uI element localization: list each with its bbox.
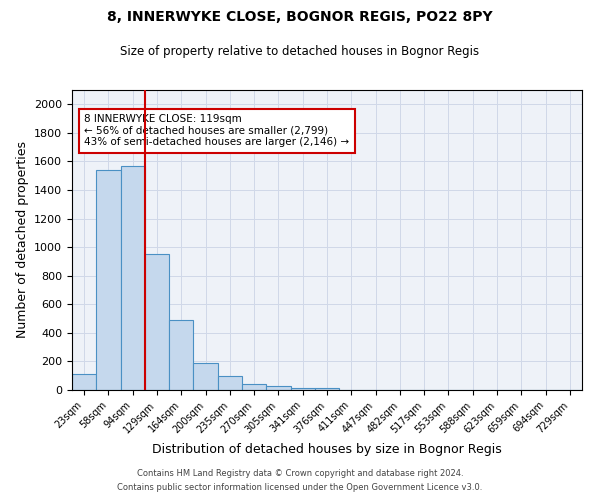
Bar bbox=[145, 254, 169, 390]
Bar bbox=[242, 384, 266, 390]
Bar bbox=[315, 388, 339, 390]
Text: Contains HM Land Registry data © Crown copyright and database right 2024.: Contains HM Land Registry data © Crown c… bbox=[137, 468, 463, 477]
Bar bbox=[121, 166, 145, 390]
Bar bbox=[72, 374, 96, 390]
Bar bbox=[218, 376, 242, 390]
Y-axis label: Number of detached properties: Number of detached properties bbox=[16, 142, 29, 338]
Text: Contains public sector information licensed under the Open Government Licence v3: Contains public sector information licen… bbox=[118, 484, 482, 492]
Text: 8, INNERWYKE CLOSE, BOGNOR REGIS, PO22 8PY: 8, INNERWYKE CLOSE, BOGNOR REGIS, PO22 8… bbox=[107, 10, 493, 24]
X-axis label: Distribution of detached houses by size in Bognor Regis: Distribution of detached houses by size … bbox=[152, 443, 502, 456]
Text: 8 INNERWYKE CLOSE: 119sqm
← 56% of detached houses are smaller (2,799)
43% of se: 8 INNERWYKE CLOSE: 119sqm ← 56% of detac… bbox=[85, 114, 350, 148]
Bar bbox=[193, 363, 218, 390]
Bar bbox=[290, 388, 315, 390]
Text: Size of property relative to detached houses in Bognor Regis: Size of property relative to detached ho… bbox=[121, 45, 479, 58]
Bar bbox=[96, 170, 121, 390]
Bar bbox=[266, 386, 290, 390]
Bar bbox=[169, 320, 193, 390]
